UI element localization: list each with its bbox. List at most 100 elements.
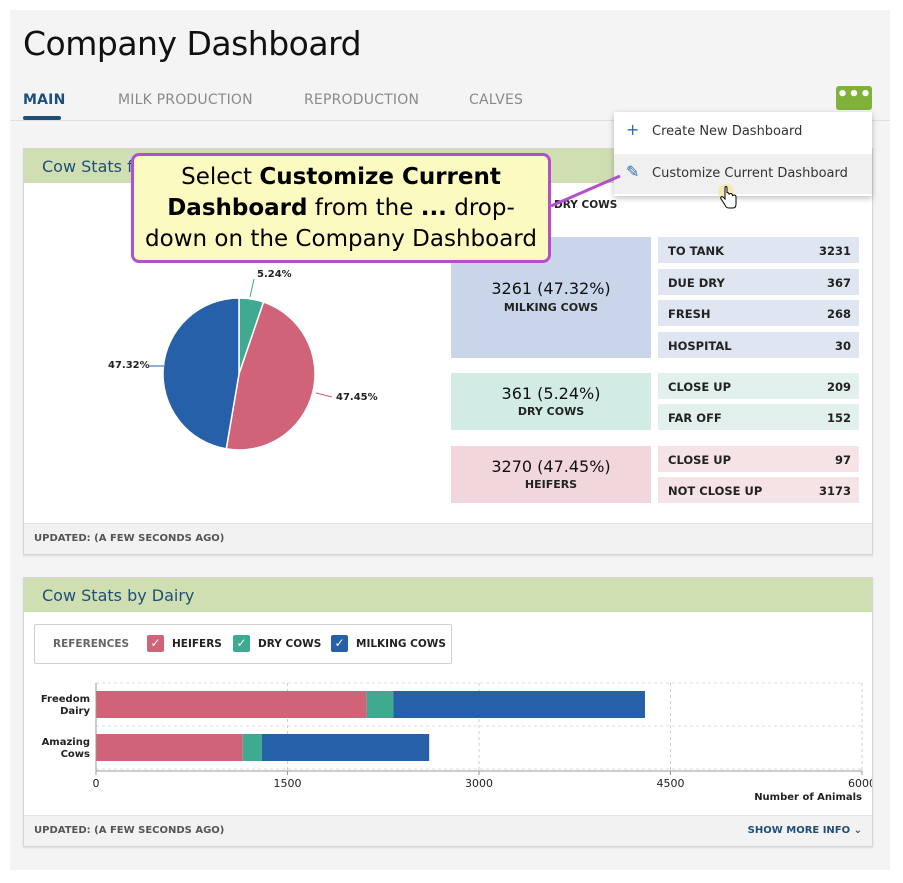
bar-segment-heifers[interactable] (96, 734, 243, 761)
pie-label-heifers: 47.45% (336, 392, 378, 403)
callout-line-2: Dashboard from the ... drop- (134, 193, 548, 224)
check-icon: ✓ (147, 635, 164, 652)
stat-row-not-close-up[interactable]: NOT CLOSE UP 3173 (658, 477, 859, 503)
callout-line-3: down on the Company Dashboard (134, 224, 548, 255)
pie-slice-heifers[interactable] (225, 301, 316, 451)
pie-legend-item-dry-cows: DRY COWS (554, 199, 618, 211)
pie-label-dry-cows: 5.24% (257, 269, 292, 280)
callout-text: Select (181, 164, 260, 190)
stat-row-fresh[interactable]: FRESH 268 (658, 300, 859, 326)
menu-item-label: Create New Dashboard (652, 124, 803, 139)
bar-segment-dry-cows[interactable] (366, 691, 394, 718)
stat-row-label: NOT CLOSE UP (668, 484, 763, 498)
pie-leader-lines (148, 278, 333, 398)
heifers-count: 3270 (47.45%) (491, 457, 611, 476)
legend-references-label: REFERENCES (53, 638, 130, 650)
stat-row-value: 30 (834, 339, 851, 353)
stat-row-label: HOSPITAL (668, 339, 732, 353)
x-tick-label: 6000 (848, 777, 872, 790)
stat-row-far-off[interactable]: FAR OFF 152 (658, 404, 859, 430)
x-tick-label: 1500 (274, 777, 302, 790)
stat-row-close-up-dry[interactable]: CLOSE UP 209 (658, 373, 859, 399)
x-tick-label: 3000 (465, 777, 493, 790)
dry-cows-count: 361 (5.24%) (501, 384, 601, 403)
plus-icon: + (626, 120, 640, 139)
tab-calves[interactable]: CALVES (469, 92, 524, 108)
instruction-callout: Select Customize Current Dashboard from … (131, 153, 551, 263)
stat-row-value: 3173 (818, 484, 851, 498)
dry-cows-label: DRY COWS (517, 405, 585, 418)
stat-row-label: CLOSE UP (668, 453, 732, 467)
pie-slice-milking-cows[interactable] (162, 297, 240, 450)
check-icon: ✓ (233, 635, 250, 652)
bar-segment-heifers[interactable] (96, 691, 367, 718)
milking-cows-count: 3261 (47.32%) (491, 279, 611, 298)
card-footer: UPDATED: (A FEW SECONDS AGO) SHOW MORE I… (24, 815, 872, 846)
stat-row-label: CLOSE UP (668, 380, 732, 394)
bar-segment-milking-cows[interactable] (261, 734, 430, 761)
heifers-summary[interactable]: 3270 (47.45%) HEIFERS (451, 446, 651, 503)
stat-row-to-tank[interactable]: TO TANK 3231 (658, 237, 859, 263)
active-tab-indicator (23, 116, 61, 120)
tab-milk-production[interactable]: MILK PRODUCTION (118, 92, 253, 108)
check-icon: ✓ (331, 635, 348, 652)
stat-row-value: 152 (826, 411, 851, 425)
cow-stats-by-dairy-card: Cow Stats by Dairy REFERENCES ✓ HEIFERS … (23, 577, 873, 847)
category-label: Freedom Dairy (41, 694, 91, 717)
more-options-button[interactable]: ••• (836, 86, 872, 110)
hand-cursor-icon (718, 184, 737, 209)
callout-text: from the (307, 195, 421, 221)
tabs-divider (10, 120, 890, 121)
stat-row-hospital[interactable]: HOSPITAL 30 (658, 332, 859, 358)
callout-emphasis: ... (420, 195, 447, 221)
stat-row-due-dry[interactable]: DUE DRY 367 (658, 269, 859, 295)
legend-name: DRY COWS (258, 638, 322, 650)
heifers-label: HEIFERS (524, 478, 578, 491)
herd-composition-pie-chart (162, 297, 316, 451)
stat-row-label: DUE DRY (668, 276, 725, 290)
dashboard-options-dropdown: + Create New Dashboard ✎ Customize Curre… (614, 112, 872, 196)
x-tick-label: 0 (93, 777, 100, 790)
callout-text: drop- (446, 195, 515, 221)
card-header: Cow Stats by Dairy (24, 578, 872, 612)
card-title: Cow Stats by Dairy (42, 586, 195, 605)
stat-row-close-up-heifers[interactable]: CLOSE UP 97 (658, 446, 859, 472)
stat-row-label: FAR OFF (668, 411, 722, 425)
card-title: Cow Stats f (42, 157, 133, 176)
updated-timestamp: UPDATED: (A FEW SECONDS AGO) (34, 533, 225, 544)
category-label: Amazing Cows (42, 737, 90, 760)
bar-segment-dry-cows[interactable] (242, 734, 262, 761)
milking-cows-label: MILKING COWS (503, 301, 599, 314)
legend-name: MILKING COWS (356, 638, 446, 650)
create-new-dashboard-item[interactable]: + Create New Dashboard (614, 112, 872, 152)
card-footer: UPDATED: (A FEW SECONDS AGO) (24, 523, 872, 554)
show-more-info-link[interactable]: SHOW MORE INFO ⌄ (747, 825, 862, 836)
stat-row-value: 209 (826, 380, 851, 394)
customize-current-dashboard-item[interactable]: ✎ Customize Current Dashboard (614, 154, 872, 194)
callout-line-1: Select Customize Current (134, 162, 548, 193)
chart-legend: REFERENCES ✓ HEIFERS ✓ DRY COWS ✓ MILKIN… (34, 624, 452, 664)
legend-name: HEIFERS (172, 638, 222, 650)
pie-label-milking-cows: 47.32% (108, 360, 150, 371)
stat-row-value: 367 (826, 276, 851, 290)
callout-emphasis: Dashboard (167, 195, 308, 221)
stat-row-value: 3231 (818, 244, 851, 258)
stat-row-value: 97 (834, 453, 851, 467)
menu-item-label: Customize Current Dashboard (652, 166, 848, 181)
tab-main[interactable]: MAIN (23, 92, 66, 108)
bar-segment-milking-cows[interactable] (393, 691, 645, 718)
stat-row-label: TO TANK (668, 244, 725, 258)
dry-cows-summary[interactable]: 361 (5.24%) DRY COWS (451, 373, 651, 430)
stat-row-value: 268 (826, 307, 851, 321)
pencil-icon: ✎ (626, 162, 640, 181)
x-axis-label: Number of Animals (754, 792, 862, 803)
callout-text: down on the Company Dashboard (145, 226, 537, 252)
x-tick-label: 4500 (657, 777, 685, 790)
stat-row-label: FRESH (668, 307, 711, 321)
page-title: Company Dashboard (23, 24, 362, 63)
updated-timestamp: UPDATED: (A FEW SECONDS AGO) (34, 825, 225, 836)
tab-reproduction[interactable]: REPRODUCTION (304, 92, 420, 108)
callout-emphasis: Customize Current (259, 164, 501, 190)
